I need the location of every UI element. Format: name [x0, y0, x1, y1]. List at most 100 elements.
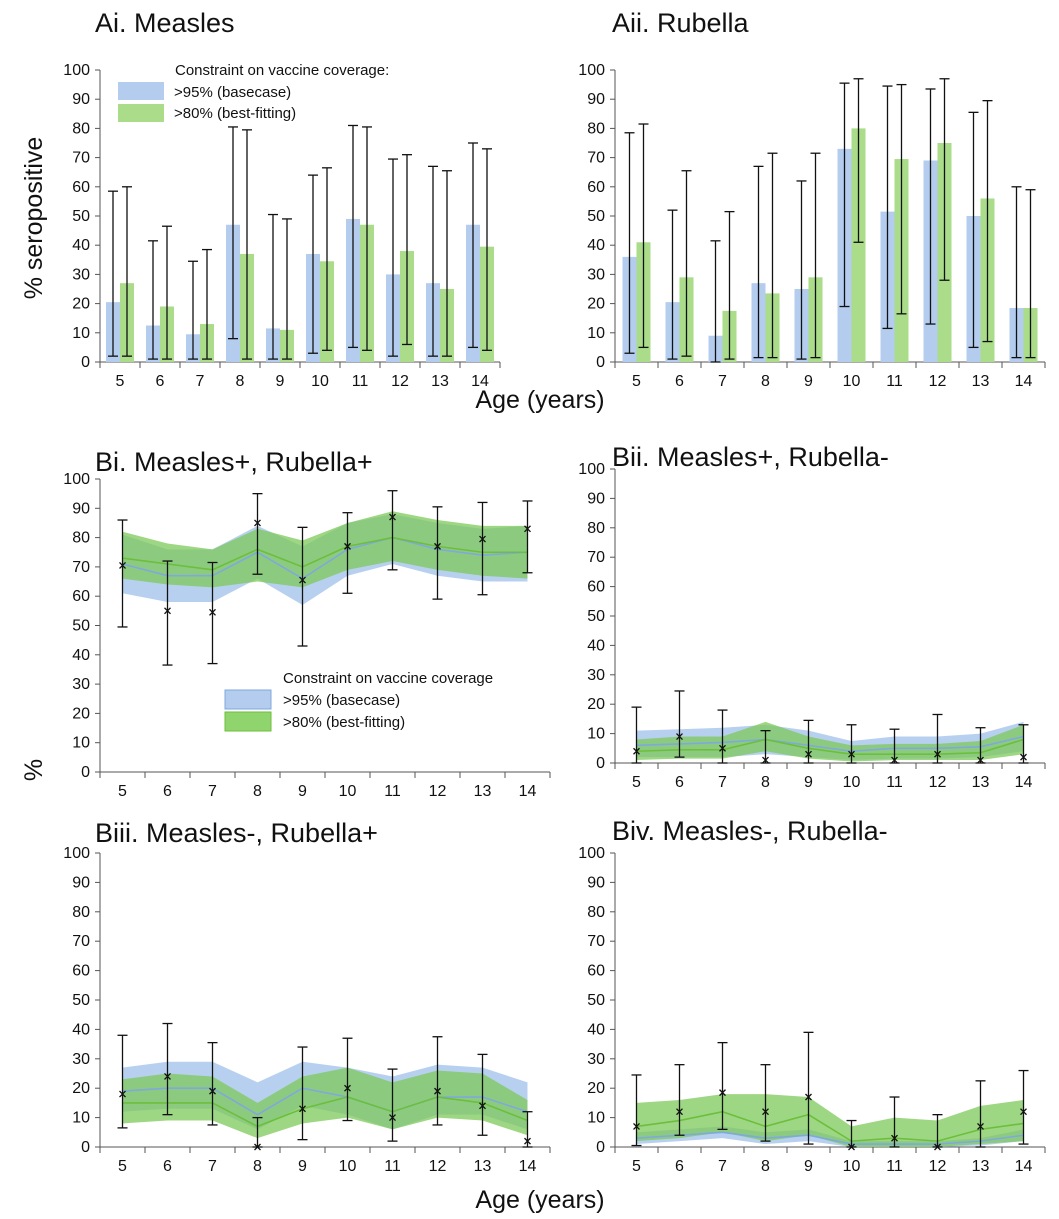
panel-ai-y-tick-label: 40 [72, 237, 90, 254]
panel-aii-bar-bestfit [851, 128, 866, 362]
panel-bi-x-tick-label: 11 [384, 783, 401, 800]
panel-bii-x-tick-label: 13 [972, 774, 990, 791]
panel-ai-y-tick-label: 90 [72, 91, 90, 108]
panel-biii-x-tick-label: 7 [208, 1158, 217, 1175]
panel-bii-y-tick-label: 30 [587, 667, 605, 684]
panel-bi-x-tick-label: 13 [474, 783, 492, 800]
panel-bii-observed-point [676, 733, 683, 740]
legend-bands-title: Constraint on vaccine coverage [283, 670, 493, 687]
panel-biii-x-tick-label: 6 [163, 1158, 172, 1175]
panel-biii-y-tick-label: 80 [72, 904, 90, 921]
panel-ai-x-tick-label: 12 [391, 373, 409, 390]
legend-bars: Constraint on vaccine coverage: >95% (ba… [118, 62, 389, 122]
panel-bii-observed-point [633, 747, 640, 755]
panel-aii-y-tick-label: 100 [578, 62, 605, 79]
panel-biv-observed-point [719, 1089, 726, 1097]
panel-ai-y-tick-label: 10 [72, 325, 90, 342]
panel-biv-y-tick-label: 40 [587, 1021, 605, 1038]
y-axis-title-percent: % [20, 759, 48, 781]
panel-biii-observed-point [209, 1087, 216, 1095]
panel-aii: Aii. Rubella 0 10 20 30 40 50 60 70 80 90 100 5 6 7 8 9 1… [578, 8, 1046, 390]
panel-bi-y-tick-label: 70 [72, 559, 90, 576]
panel-bi-x-tick-label: 5 [118, 783, 127, 800]
panel-ai-y-tick-label: 20 [72, 296, 90, 313]
panel-ai-y-tick-label: 60 [72, 179, 90, 196]
panel-biii-observed-point [434, 1087, 441, 1095]
panel-biii-line-bestfit [122, 1096, 528, 1128]
y-axis-title-seropositive: % seropositive [20, 137, 48, 300]
panel-bii-observed-point [977, 756, 984, 764]
panel-ai-x-tick-label: 5 [116, 373, 125, 390]
panel-ai-y-tick-label: 30 [72, 266, 90, 283]
panel-biii-observed-point [254, 1143, 261, 1151]
x-axis-title-bottom: Age (years) [475, 1186, 604, 1214]
panel-aii-x-tick-label: 7 [718, 373, 727, 390]
panel-biv-y-tick-label: 100 [578, 845, 605, 862]
panel-biv-y-tick-label: 50 [587, 992, 605, 1009]
x-axis-title-top: Age (years) [475, 386, 604, 414]
panel-aii-y-tick-label: 20 [587, 296, 605, 313]
panel-bi-observed-point [209, 608, 216, 616]
panel-ai-y-tick-label: 0 [81, 354, 90, 371]
panel-bi-y-tick-label: 40 [72, 647, 90, 664]
panel-aii-x-tick-label: 10 [843, 373, 861, 390]
panel-bii-x-tick-label: 14 [1015, 774, 1033, 791]
panel-bi-band-bestfit [122, 511, 528, 588]
panel-biii-observed-point [479, 1102, 486, 1110]
panel-aii-y-tick-label: 60 [587, 179, 605, 196]
panel-bi: Bi. Measles+, Rubella+ 0 10 20 30 40 50 60 70 80 9… [63, 447, 551, 800]
panel-biv-y-tick-label: 10 [587, 1110, 605, 1127]
panel-bii-y-tick-label: 100 [578, 461, 605, 478]
panel-biv-observed-point [676, 1108, 683, 1116]
panel-bi-observed-point [254, 519, 261, 527]
panel-biii-y-tick-label: 70 [72, 933, 90, 950]
panel-biv-line-basecase [636, 1131, 1024, 1145]
legend-bars-label-basecase: >95% (basecase) [174, 84, 291, 101]
panel-bii-title: Bii. Measles+, Rubella- [612, 442, 889, 472]
panel-bii-x-tick-label: 7 [718, 774, 727, 791]
panel-aii-y-tick-label: 10 [587, 325, 605, 342]
panel-biv-y-tick-label: 70 [587, 933, 605, 950]
panel-biv-observed-point [848, 1143, 855, 1151]
panel-bii: Bii. Measles+, Rubella- 0 10 20 30 40 50 60 70 80… [578, 442, 1046, 791]
panel-bi-observed-point [344, 542, 351, 550]
panel-biv-x-tick-label: 12 [929, 1158, 947, 1175]
panel-biv-y-tick-label: 80 [587, 904, 605, 921]
panel-biii-x-tick-label: 13 [474, 1158, 492, 1175]
panel-bii-x-tick-label: 10 [843, 774, 861, 791]
panel-biii-title: Biii. Measles-, Rubella+ [95, 818, 378, 848]
panel-bi-line-bestfit [122, 536, 528, 571]
panel-biii-observed-point [299, 1105, 306, 1113]
panel-bii-observed-point [1020, 753, 1027, 761]
panel-aii-y-tick-label: 40 [587, 237, 605, 254]
legend-bands-label-basecase: >95% (basecase) [283, 692, 400, 709]
panel-ai-x-tick-label: 8 [236, 373, 245, 390]
panel-biv-observed-point [633, 1122, 640, 1130]
panel-biv-line-bestfit [636, 1110, 1024, 1142]
panel-biv: Biv. Measles-, Rubella- 0 10 20 30 40 50 60 70 80… [578, 816, 1046, 1175]
panel-aii-x-tick-label: 8 [761, 373, 770, 390]
panel-aii-x-tick-label: 12 [929, 373, 947, 390]
panel-ai-y-tick-label: 70 [72, 150, 90, 167]
panel-bi-observed-point [479, 535, 486, 543]
panel-aii-y-tick-label: 70 [587, 150, 605, 167]
panel-biii-observed-point [344, 1084, 351, 1092]
panel-bi-y-tick-label: 100 [63, 471, 90, 488]
panel-bi-line-basecase [122, 536, 528, 580]
panel-ai-x-tick-label: 10 [311, 373, 329, 390]
panel-bi-x-tick-label: 6 [163, 783, 172, 800]
legend-bands-label-bestfit: >80% (best-fitting) [283, 714, 405, 731]
panel-biii-line-basecase [122, 1087, 528, 1116]
panel-biii-x-tick-label: 12 [429, 1158, 447, 1175]
panel-biii-x-tick-label: 9 [298, 1158, 307, 1175]
panel-bii-y-tick-label: 20 [587, 696, 605, 713]
panel-biv-y-tick-label: 90 [587, 874, 605, 891]
panel-aii-x-tick-label: 6 [675, 373, 684, 390]
panel-bi-y-tick-label: 0 [81, 764, 90, 781]
panel-bii-observed-point [934, 750, 941, 758]
panel-aii-x-tick-label: 9 [804, 373, 813, 390]
panel-bii-x-tick-label: 6 [675, 774, 684, 791]
panel-bi-y-tick-label: 50 [72, 618, 90, 635]
panel-bi-y-tick-label: 80 [72, 530, 90, 547]
